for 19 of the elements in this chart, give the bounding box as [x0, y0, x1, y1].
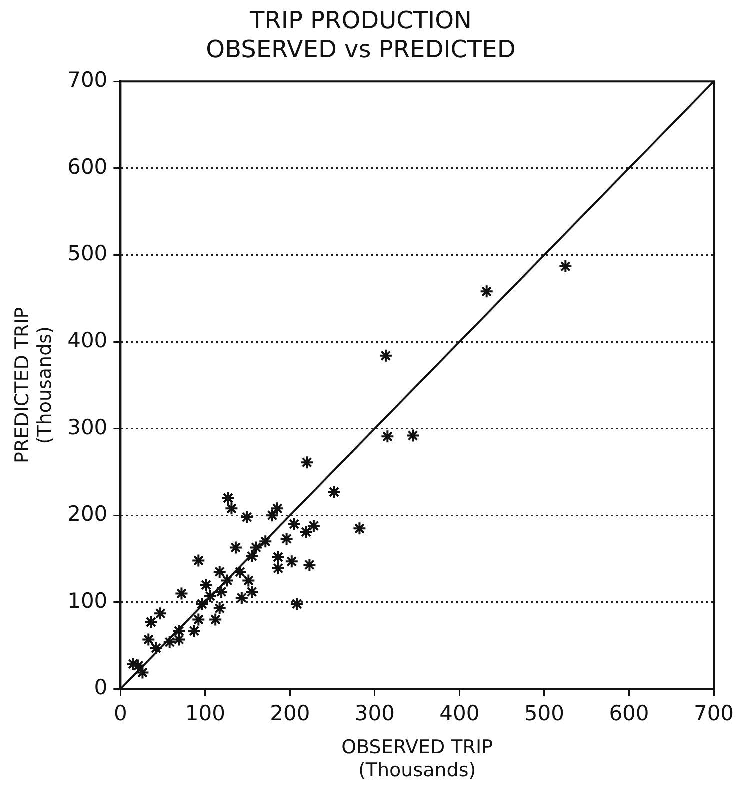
x-tick-label: 200 [270, 701, 310, 726]
x-tick-label: 300 [354, 701, 396, 726]
x-tick-label: 500 [524, 701, 565, 726]
y-tick-label: 500 [68, 242, 108, 266]
y-tick-label: 600 [68, 154, 108, 179]
y-axis-title: PREDICTED TRIP (Thousands) [11, 307, 56, 464]
y-tick-label: 400 [68, 328, 108, 352]
x-tick-label: 700 [694, 701, 734, 726]
y-tick-label: 300 [68, 415, 108, 440]
x-tick-label: 400 [440, 701, 480, 726]
y-tick-label: 700 [68, 68, 108, 92]
x-tick-label: 0 [114, 701, 128, 726]
chart-title: TRIP PRODUCTION OBSERVED vs PREDICTED [206, 6, 516, 64]
x-tick-label: 100 [185, 701, 226, 726]
y-tick-label: 100 [68, 588, 108, 613]
y-tick-label: 200 [68, 502, 108, 526]
x-axis-title: OBSERVED TRIP (Thousands) [342, 736, 494, 782]
y-tick-label: 0 [94, 676, 108, 700]
x-tick-label: 600 [609, 701, 650, 726]
